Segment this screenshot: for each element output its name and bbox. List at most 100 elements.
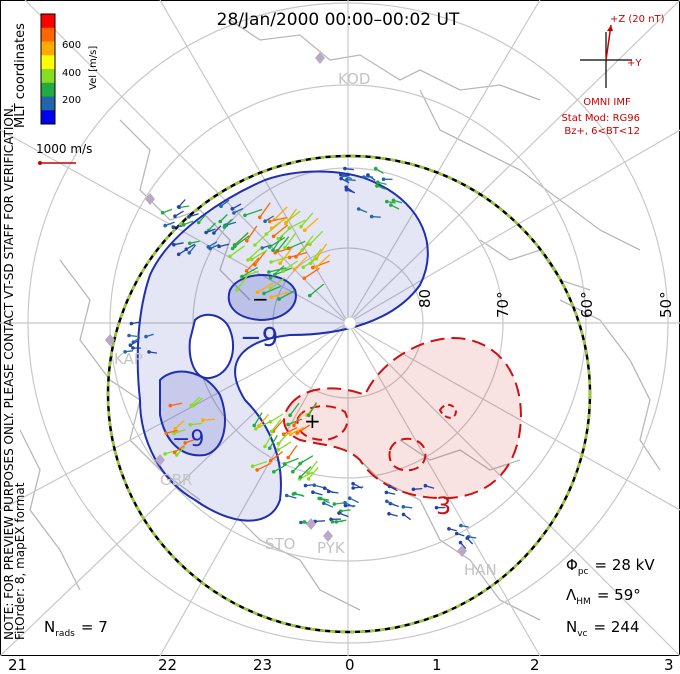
scale-vector: 1000 m/s [36, 142, 92, 165]
radar-labels: KOD KAP GBR STO PYK HAN [114, 70, 497, 579]
velocity-vector [358, 208, 368, 213]
velocity-vector [289, 402, 300, 416]
radar-site-extra [145, 193, 155, 205]
velocity-vector [308, 402, 318, 416]
velocity-vector [277, 441, 292, 451]
velocity-vector [244, 208, 263, 216]
lat-label-60: 60° [578, 291, 596, 318]
vector-origin [129, 321, 134, 326]
radar-site-pyk [323, 530, 333, 542]
lambda-symbol: Λ [566, 586, 577, 604]
vector-count: Nvc = 244 [566, 618, 639, 639]
velocity-vector [223, 219, 232, 228]
velocity-vector [389, 485, 398, 492]
velocity-vector [272, 419, 284, 432]
velocity-vector [403, 513, 412, 521]
colorbar-tick-200: 200 [62, 95, 81, 106]
radar-site-sto [306, 518, 316, 530]
velocity-vector [233, 207, 244, 214]
colorbar-tick-600: 600 [62, 40, 81, 51]
velocity-vector [376, 185, 386, 190]
velocity-vector [448, 528, 457, 532]
positive-cell-outer-contour [283, 337, 522, 500]
velocity-vector [251, 249, 268, 260]
velocity-vector [353, 486, 364, 489]
contour-label-positive-cell: 3 [436, 492, 451, 520]
velocity-vector [226, 221, 237, 226]
mlt-label-23: 23 [253, 656, 272, 674]
velocity-vector [270, 256, 289, 263]
velocity-vector [287, 445, 298, 458]
velocity-vector [270, 451, 283, 462]
velocity-vector [413, 487, 423, 490]
velocity-vector [336, 519, 347, 523]
velocity-vector [264, 215, 274, 222]
velocity-vector [290, 426, 305, 435]
velocity-vector [188, 244, 197, 254]
velocity-vector [282, 260, 298, 272]
velocity-vector [283, 427, 298, 435]
contour-label-negative-inner: −9 [172, 427, 204, 452]
positive-potential-cell [283, 337, 522, 500]
velocity-vector [270, 265, 285, 279]
velocity-vector [345, 186, 354, 193]
velocity-vector [277, 226, 293, 240]
positive-cell-inner-contour [296, 405, 349, 442]
fit-order-note: FitOrder: 8, mapEX format [13, 482, 27, 640]
velocity-vector [269, 434, 278, 449]
mlt-label-0: 0 [345, 656, 355, 674]
velocity-vector [349, 497, 359, 504]
velocity-vector [229, 245, 245, 257]
colorbar-cell [41, 96, 55, 111]
velocity-vector [271, 291, 289, 298]
vector-origin [332, 502, 337, 506]
velocity-vector [303, 267, 320, 279]
nrads-value: = 7 [81, 618, 108, 636]
velocity-vector [252, 460, 268, 467]
imf-y-label: +Y [627, 58, 642, 69]
negative-cell-inner-contour [227, 274, 297, 322]
velocity-vector [466, 537, 474, 545]
hm-latitude: ΛHM = 59° [566, 586, 641, 607]
velocity-vector [316, 254, 331, 268]
velocity-vector [254, 250, 267, 266]
velocity-vector [279, 248, 292, 264]
velocity-vector [268, 267, 287, 273]
velocity-vector [162, 208, 173, 214]
velocity-vector [328, 490, 339, 494]
velocity-vector [269, 216, 288, 223]
velocity-vector [307, 460, 318, 474]
velocity-vector [304, 217, 319, 231]
scale-vector-label: 1000 m/s [36, 142, 92, 156]
lat-label-70: 70° [494, 291, 512, 318]
velocity-vector [315, 520, 326, 523]
velocity-vector [286, 494, 297, 499]
velocity-vector [192, 397, 203, 407]
vector-origin [123, 350, 127, 354]
radar-label-sto: STO [265, 535, 296, 553]
velocity-vector [183, 220, 194, 226]
velocity-vector [184, 438, 197, 444]
velocity-vector [231, 203, 242, 210]
velocity-vector [164, 221, 175, 227]
coordinate-system-label: MLT coordinates [13, 23, 28, 128]
velocity-vector [188, 213, 199, 218]
negative-cell-hole [188, 313, 235, 380]
velocity-vector [289, 219, 306, 229]
velocity-vector [246, 225, 258, 242]
negative-cell-outer-contour [136, 170, 429, 522]
colorbar-cell [41, 55, 55, 70]
velocity-vector [257, 282, 274, 293]
velocity-vector [292, 460, 304, 473]
velocity-vector [323, 502, 334, 508]
velocity-vector [259, 202, 271, 218]
contour-label-negative-main: −9 [240, 323, 278, 353]
velocity-vector [371, 215, 381, 218]
velocity-vector [174, 420, 185, 430]
velocity-vector [343, 174, 352, 180]
velocity-vector [287, 418, 303, 426]
velocity-vector [219, 214, 228, 222]
velocity-vector [145, 333, 154, 338]
velocity-vector [468, 536, 477, 539]
